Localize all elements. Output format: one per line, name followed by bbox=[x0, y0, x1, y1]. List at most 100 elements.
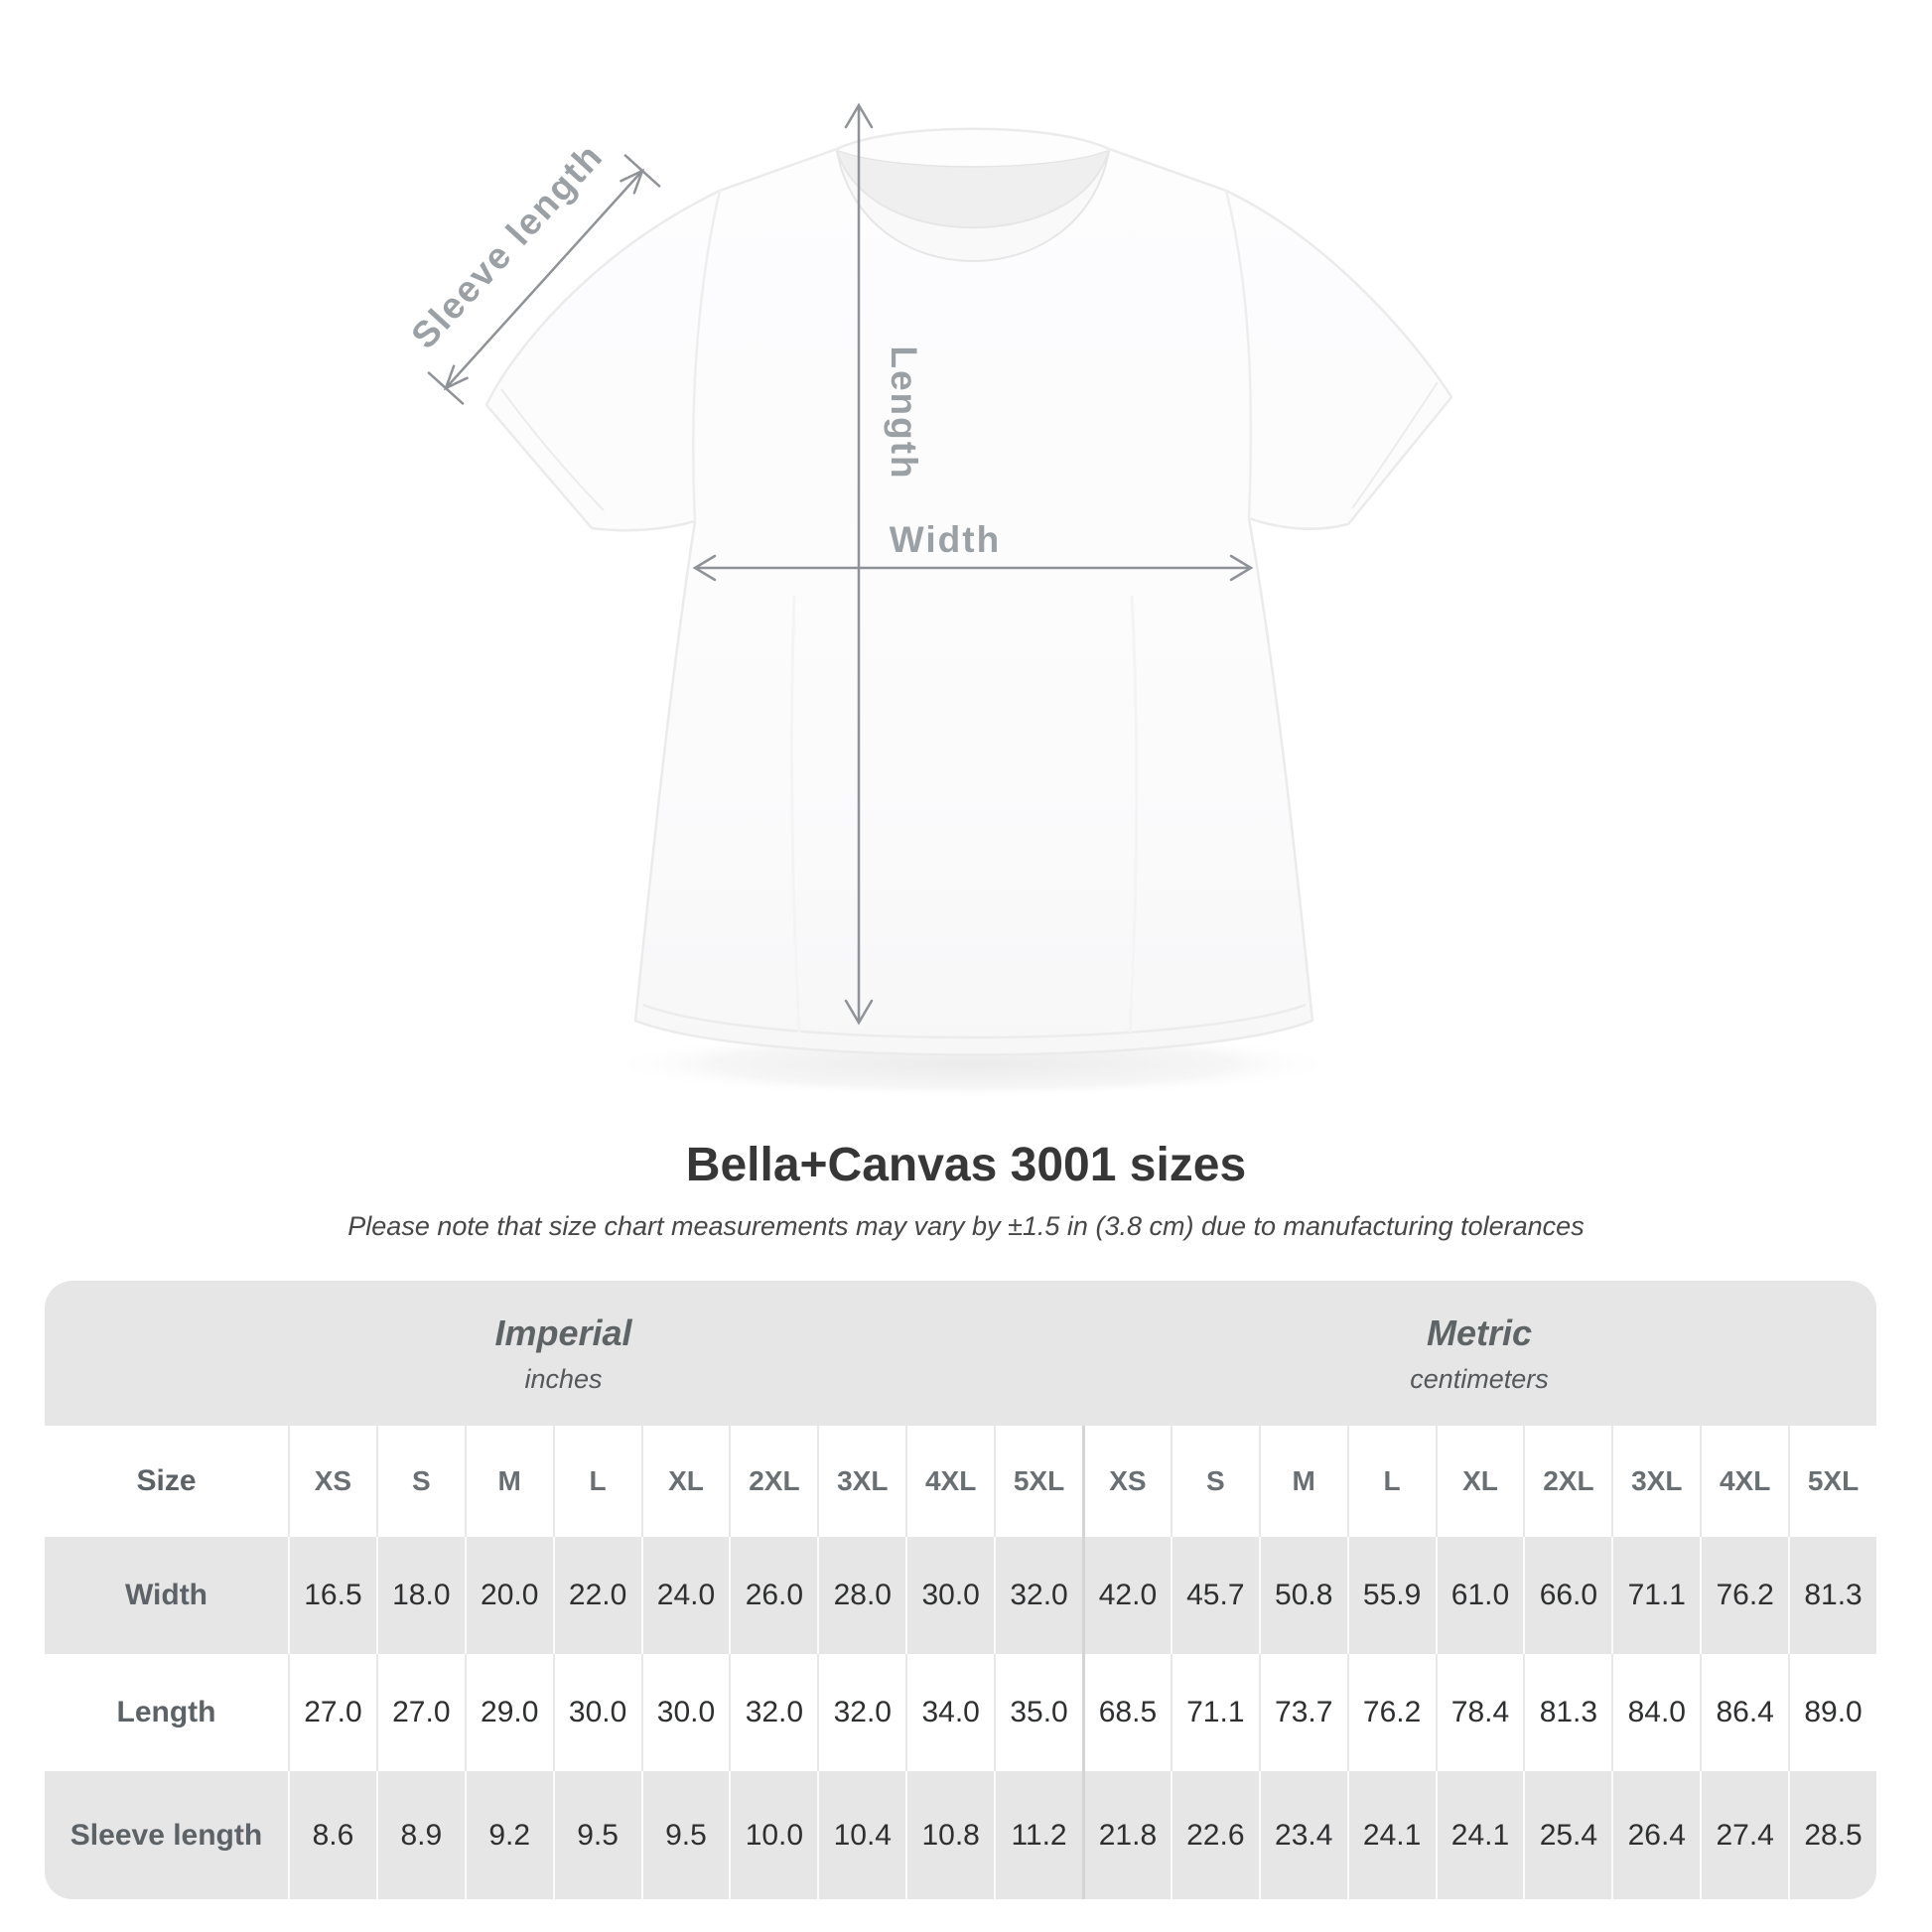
size-col-metric-m: M bbox=[1258, 1426, 1347, 1537]
size-col-metric-s: S bbox=[1170, 1426, 1259, 1537]
value-cell: 8.6 bbox=[288, 1771, 376, 1899]
unit-group-header-row: Imperial inches Metric centimeters bbox=[45, 1281, 1876, 1426]
metric-group-header: Metric centimeters bbox=[1082, 1281, 1876, 1426]
value-cell: 27.0 bbox=[288, 1654, 376, 1771]
value-cell: 89.0 bbox=[1788, 1654, 1876, 1771]
value-cell: 71.1 bbox=[1170, 1654, 1259, 1771]
size-col-metric-xs: XS bbox=[1081, 1426, 1171, 1537]
value-cell: 30.0 bbox=[552, 1654, 641, 1771]
size-col-imperial-5xl: 5XL bbox=[994, 1426, 1082, 1537]
value-cell: 25.4 bbox=[1523, 1771, 1611, 1899]
size-col-metric-5xl: 5XL bbox=[1788, 1426, 1876, 1537]
value-cell: 10.4 bbox=[817, 1771, 905, 1899]
row-label: Sleeve length bbox=[69, 1818, 263, 1852]
size-col-imperial-s: S bbox=[375, 1426, 465, 1537]
value-cell: 18.0 bbox=[375, 1537, 465, 1654]
size-col-imperial-xl: XL bbox=[640, 1426, 730, 1537]
length-arrow bbox=[844, 102, 874, 1026]
value-cell: 10.8 bbox=[905, 1771, 994, 1899]
size-col-imperial-4xl: 4XL bbox=[905, 1426, 994, 1537]
value-cell: 76.2 bbox=[1346, 1654, 1436, 1771]
value-cell: 32.0 bbox=[994, 1537, 1082, 1654]
value-cell: 28.0 bbox=[817, 1537, 905, 1654]
value-cell: 55.9 bbox=[1346, 1537, 1436, 1654]
size-col-metric-4xl: 4XL bbox=[1700, 1426, 1788, 1537]
page-title: Bella+Canvas 3001 sizes bbox=[685, 1139, 1247, 1191]
value-cell: 73.7 bbox=[1258, 1654, 1347, 1771]
value-cell: 24.0 bbox=[640, 1537, 730, 1654]
value-cell: 26.0 bbox=[729, 1537, 817, 1654]
value-cell: 11.2 bbox=[994, 1771, 1082, 1899]
length-label: Length bbox=[884, 345, 924, 480]
value-cell: 81.3 bbox=[1523, 1654, 1611, 1771]
table-body: Width 16.5 18.0 20.0 22.0 24.0 26.0 28.0 30.0 32.… bbox=[45, 1537, 1876, 1899]
size-col-metric-3xl: 3XL bbox=[1611, 1426, 1700, 1537]
value-cell: 34.0 bbox=[905, 1654, 994, 1771]
size-col-imperial-l: L bbox=[552, 1426, 641, 1537]
imperial-group-header: Imperial inches bbox=[45, 1281, 1082, 1426]
table-row-width: Width 16.5 18.0 20.0 22.0 24.0 26.0 28.0 30.0 32.… bbox=[45, 1537, 1876, 1654]
value-cell: 22.0 bbox=[552, 1537, 641, 1654]
value-cell: 86.4 bbox=[1700, 1654, 1788, 1771]
value-cell: 23.4 bbox=[1258, 1771, 1347, 1899]
value-cell: 29.0 bbox=[464, 1654, 553, 1771]
size-header-row: Size XS S M L XL 2XL 3XL 4XL 5XL XS S M L XL 2XL 3XL 4XL… bbox=[45, 1426, 1876, 1537]
value-cell: 42.0 bbox=[1081, 1537, 1171, 1654]
row-label: Width bbox=[124, 1579, 208, 1611]
width-label: Width bbox=[890, 519, 1001, 560]
value-cell: 30.0 bbox=[640, 1654, 730, 1771]
value-cell: 35.0 bbox=[994, 1654, 1082, 1771]
sleeve-length-arrow bbox=[427, 154, 661, 405]
value-cell: 68.5 bbox=[1081, 1654, 1171, 1771]
imperial-group-name: Imperial bbox=[494, 1311, 632, 1353]
tshirt-illustration bbox=[484, 127, 1453, 1056]
value-cell: 50.8 bbox=[1258, 1537, 1347, 1654]
width-arrow bbox=[692, 554, 1254, 582]
value-cell: 27.4 bbox=[1700, 1771, 1788, 1899]
table-row-sleeve-length: Sleeve length 8.6 8.9 9.2 9.5 9.5 10.0 10.4 10.8… bbox=[45, 1771, 1876, 1899]
size-col-imperial-2xl: 2XL bbox=[729, 1426, 817, 1537]
size-col-imperial-m: M bbox=[464, 1426, 553, 1537]
value-cell: 32.0 bbox=[817, 1654, 905, 1771]
value-cell: 84.0 bbox=[1611, 1654, 1700, 1771]
size-col-metric-l: L bbox=[1346, 1426, 1436, 1537]
tshirt-measurement-diagram: Sleeve length Length Width bbox=[403, 102, 1453, 1098]
value-cell: 9.2 bbox=[464, 1771, 553, 1899]
value-cell: 22.6 bbox=[1170, 1771, 1259, 1899]
value-cell: 21.8 bbox=[1081, 1771, 1171, 1899]
value-cell: 30.0 bbox=[905, 1537, 994, 1654]
size-table: Imperial inches Metric centimeters Size … bbox=[45, 1281, 1876, 1899]
value-cell: 20.0 bbox=[464, 1537, 553, 1654]
size-col-imperial-3xl: 3XL bbox=[817, 1426, 905, 1537]
value-cell: 8.9 bbox=[375, 1771, 465, 1899]
value-cell: 9.5 bbox=[640, 1771, 730, 1899]
value-cell: 71.1 bbox=[1611, 1537, 1700, 1654]
value-cell: 26.4 bbox=[1611, 1771, 1700, 1899]
value-cell: 76.2 bbox=[1700, 1537, 1788, 1654]
table-row-length: Length 27.0 27.0 29.0 30.0 30.0 32.0 32.0 34.0 35… bbox=[45, 1654, 1876, 1771]
value-cell: 28.5 bbox=[1788, 1771, 1876, 1899]
row-label: Length bbox=[116, 1696, 216, 1728]
metric-group-name: Metric bbox=[1426, 1311, 1533, 1353]
value-cell: 66.0 bbox=[1523, 1537, 1611, 1654]
value-cell: 16.5 bbox=[288, 1537, 376, 1654]
value-cell: 10.0 bbox=[729, 1771, 817, 1899]
size-col-imperial-xs: XS bbox=[288, 1426, 376, 1537]
value-cell: 78.4 bbox=[1435, 1654, 1524, 1771]
measurement-arrows bbox=[427, 102, 1254, 1026]
size-column-header: Size bbox=[136, 1464, 197, 1497]
size-col-metric-2xl: 2XL bbox=[1523, 1426, 1611, 1537]
value-cell: 27.0 bbox=[375, 1654, 465, 1771]
value-cell: 61.0 bbox=[1435, 1537, 1524, 1654]
value-cell: 32.0 bbox=[729, 1654, 817, 1771]
size-col-metric-xl: XL bbox=[1435, 1426, 1524, 1537]
value-cell: 9.5 bbox=[552, 1771, 641, 1899]
value-cell: 81.3 bbox=[1788, 1537, 1876, 1654]
metric-group-unit: centimeters bbox=[1410, 1363, 1549, 1394]
imperial-group-unit: inches bbox=[524, 1363, 603, 1394]
tolerance-note: Please note that size chart measurements… bbox=[347, 1211, 1585, 1241]
value-cell: 24.1 bbox=[1346, 1771, 1436, 1899]
value-cell: 24.1 bbox=[1435, 1771, 1524, 1899]
value-cell: 45.7 bbox=[1170, 1537, 1259, 1654]
